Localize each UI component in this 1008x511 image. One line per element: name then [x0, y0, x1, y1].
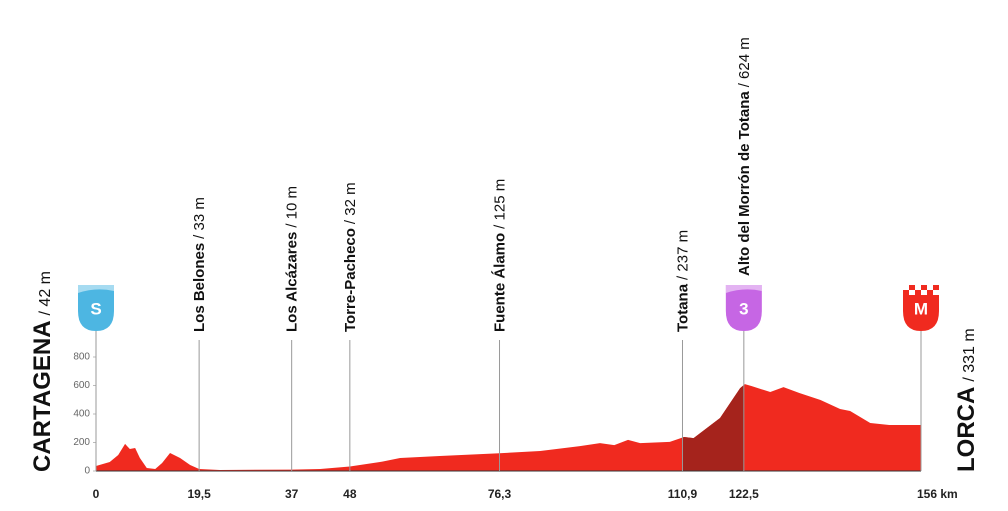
start-elevation: / 42 m [37, 271, 54, 315]
waypoint-name: Alto del Morrón de Totana [736, 91, 753, 276]
x-tick-label: 76,3 [488, 487, 512, 501]
waypoint-elevation: / 33 m [191, 197, 208, 239]
icon-label: 3 [739, 299, 748, 318]
waypoint-elevation: / 32 m [342, 182, 359, 224]
icon-top [78, 285, 114, 293]
y-tick-label: 600 [73, 380, 90, 391]
kom-icon [725, 285, 762, 331]
waypoint-label: Totana / 237 m [674, 230, 691, 332]
elevation-area [96, 384, 921, 471]
icon-top [725, 285, 762, 293]
waypoint-name: Los Belones [191, 243, 208, 332]
finish-name: LORCA [953, 387, 980, 472]
y-tick-label: 200 [73, 437, 90, 448]
y-tick-label: 0 [84, 466, 90, 477]
waypoint-label: Los Belones / 33 m [191, 197, 208, 332]
y-tick-label: 800 [73, 352, 90, 363]
waypoint-label: Torre-Pacheco / 32 m [342, 182, 359, 332]
waypoint-elevation: / 624 m [736, 37, 753, 87]
start-label: CARTAGENA / 42 m [29, 271, 56, 472]
waypoint-elevation: / 10 m [284, 186, 301, 228]
waypoint-elevation: / 125 m [492, 179, 509, 229]
waypoint-label: Alto del Morrón de Totana / 624 m [736, 37, 753, 276]
finish-label: LORCA / 331 m [953, 328, 980, 472]
x-tick-label: 0 [93, 487, 100, 501]
start-icon [78, 285, 114, 331]
waypoint-name: Torre-Pacheco [342, 228, 359, 332]
finish-elevation: / 331 m [961, 328, 978, 381]
checker [903, 285, 909, 290]
waypoint-name: Los Alcázares [284, 232, 301, 332]
waypoint-elevation: / 237 m [674, 230, 691, 280]
x-tick-label: 156 km [917, 487, 958, 501]
x-tick-label: 110,9 [668, 487, 698, 501]
start-name: CARTAGENA [29, 320, 56, 472]
climb-area [682, 384, 744, 471]
waypoint-label: Fuente Álamo / 125 m [492, 179, 509, 332]
finish-icon [903, 285, 939, 331]
icon-label: S [90, 299, 101, 318]
checker [909, 290, 915, 295]
y-tick-label: 400 [73, 409, 90, 420]
x-tick-label: 37 [285, 487, 299, 501]
waypoint-label: Los Alcázares / 10 m [284, 186, 301, 332]
x-tick-label: 19,5 [187, 487, 211, 501]
checker [915, 285, 921, 290]
waypoint-name: Totana [674, 283, 691, 332]
x-tick-label: 48 [343, 487, 357, 501]
checker [921, 290, 927, 295]
checker [927, 285, 933, 290]
waypoint-name: Fuente Álamo [492, 233, 509, 332]
checker [933, 290, 939, 295]
icon-label: M [914, 299, 928, 318]
x-tick-label: 122,5 [729, 487, 759, 501]
